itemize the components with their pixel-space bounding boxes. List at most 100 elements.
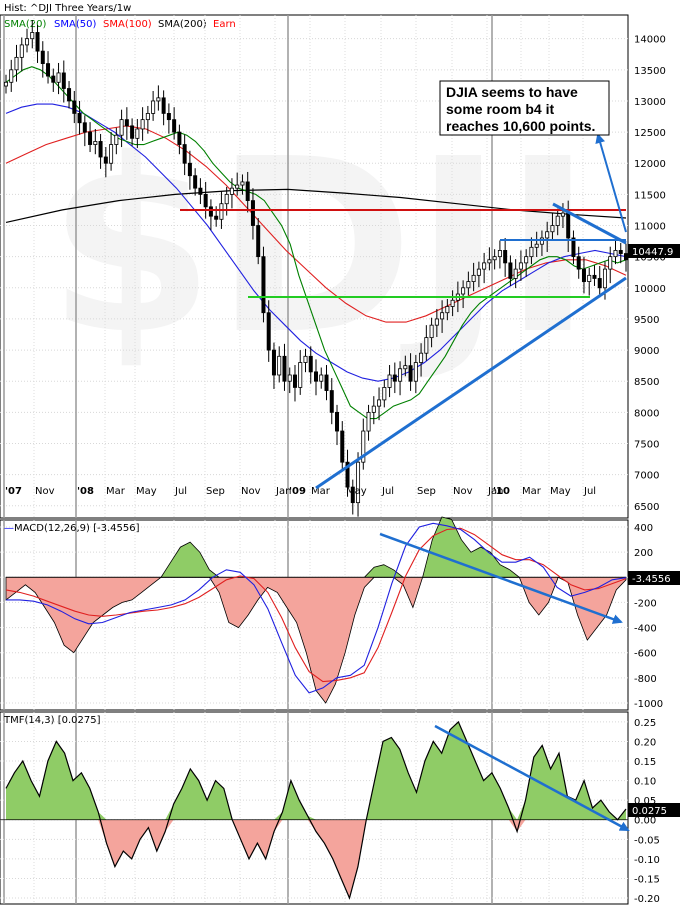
- sma50-line: [5, 103, 627, 382]
- x-tick-label: Jul: [381, 486, 394, 497]
- tmf-area-negative: [6, 819, 626, 898]
- legend-item: Earn: [213, 19, 236, 30]
- candle-body: [135, 128, 140, 139]
- candle-body: [61, 72, 66, 89]
- candle-body: [424, 337, 429, 354]
- y-tick-label: 7500: [634, 439, 659, 450]
- chart-title: Hist: ^DJI Three Years/1w: [4, 3, 131, 14]
- x-tick-label: '10: [493, 486, 510, 497]
- candle-body: [356, 461, 361, 504]
- candle-body: [214, 215, 219, 220]
- price-last-value: 10447.9: [632, 247, 673, 258]
- candle-body: [208, 206, 213, 217]
- candle-body: [482, 262, 487, 270]
- tmf-label: TMF(14,3) [0.0275]: [3, 715, 101, 726]
- candle-body: [250, 200, 255, 226]
- x-tick-label: '09: [289, 486, 306, 497]
- candle-body: [240, 181, 245, 186]
- y-tick-label: 13500: [634, 66, 666, 77]
- y-tick-label: 0.00: [634, 816, 656, 827]
- y-tick-label: 9500: [634, 315, 659, 326]
- candle-body: [503, 250, 508, 264]
- candle-body: [298, 362, 303, 388]
- candle-body: [335, 411, 340, 432]
- candle-body: [408, 365, 413, 382]
- candle-body: [9, 69, 14, 83]
- candle-body: [419, 352, 424, 363]
- y-axis-ticks: 14000 13500 13000 12500 12000 11500 11000 10500…: [634, 35, 666, 905]
- candle-body: [266, 312, 271, 351]
- candle-body: [277, 355, 282, 376]
- x-tick-label: Nov: [35, 486, 55, 497]
- candle-body: [387, 374, 392, 388]
- candle-body: [103, 156, 108, 164]
- candle-body: [545, 231, 550, 239]
- candle-body: [476, 268, 481, 276]
- legend-item: SMA(50): [54, 19, 96, 30]
- watermark-dji: $DJI: [48, 107, 593, 387]
- legend-item: SMA(200): [158, 19, 207, 30]
- candle-body: [72, 100, 77, 114]
- candle-body: [571, 237, 576, 258]
- candle-body: [271, 349, 276, 376]
- y-tick-label: 7000: [634, 471, 659, 482]
- candle-body: [392, 374, 397, 382]
- x-tick-label: Nov: [453, 486, 473, 497]
- candle-body: [256, 225, 261, 258]
- y-tick-label: 8500: [634, 377, 659, 388]
- candle-body: [429, 324, 434, 339]
- candle-body: [25, 38, 30, 46]
- y-tick-label: 11500: [634, 190, 666, 201]
- y-tick-label: 0.20: [634, 737, 656, 748]
- candle-body: [261, 256, 266, 314]
- candle-body: [555, 215, 560, 226]
- candle-body: [130, 125, 135, 139]
- candle-body: [109, 144, 114, 164]
- macd-line: [6, 522, 627, 694]
- tmf-last-value: 0.0275: [632, 806, 667, 817]
- candle-body: [576, 256, 581, 270]
- x-tick-label: Jul: [174, 486, 187, 497]
- annotation-text: DJIA seems to have some room b4 it reach…: [446, 84, 595, 134]
- y-tick-label: 0.10: [634, 777, 656, 788]
- candle-body: [534, 243, 539, 248]
- candle-body: [508, 262, 513, 279]
- candle-body: [345, 461, 350, 488]
- candle-body: [46, 63, 51, 77]
- tmf-last-badge: [628, 803, 680, 817]
- candle-body: [282, 355, 287, 382]
- uptrend-line: [315, 276, 627, 490]
- candle-body: [145, 113, 150, 121]
- candle-body: [114, 134, 119, 145]
- y-tick-label: 0.15: [634, 757, 656, 768]
- x-tick-label: Jan: [487, 486, 503, 497]
- candle-body: [193, 175, 198, 189]
- x-tick-label: Jan: [275, 486, 291, 497]
- candle-body: [82, 122, 87, 133]
- x-tick-label: May: [550, 486, 571, 497]
- y-tick-label: 12500: [634, 128, 666, 139]
- y-tick-label: -400: [634, 624, 657, 635]
- candle-body: [329, 390, 334, 413]
- candle-body: [35, 32, 40, 52]
- candle-body: [182, 144, 187, 164]
- x-axis-ticks: '07 Nov '08 Mar May Jul Sep Nov Jan'09 Mar May Jul S…: [5, 486, 596, 497]
- candle-body: [177, 131, 182, 145]
- tmf-line: [5, 720, 627, 900]
- candle-body: [597, 278, 602, 289]
- y-tick-label: -0.20: [634, 894, 660, 905]
- y-tick-label: -0.10: [634, 855, 660, 866]
- y-tick-label: 6500: [634, 502, 659, 513]
- candle-body: [466, 281, 471, 289]
- y-tick-label: 0.25: [634, 718, 656, 729]
- sma20-line: [5, 66, 627, 420]
- candle-body: [518, 262, 523, 270]
- y-tick-label: 400: [634, 523, 653, 534]
- candle-body: [98, 141, 103, 158]
- candle-body: [529, 246, 534, 258]
- y-tick-label: -600: [634, 649, 657, 660]
- y-tick-label: 13000: [634, 97, 666, 108]
- x-tick-label: May: [346, 486, 367, 497]
- x-tick-label: Mar: [522, 486, 542, 497]
- main-gridlines: [0, 15, 628, 904]
